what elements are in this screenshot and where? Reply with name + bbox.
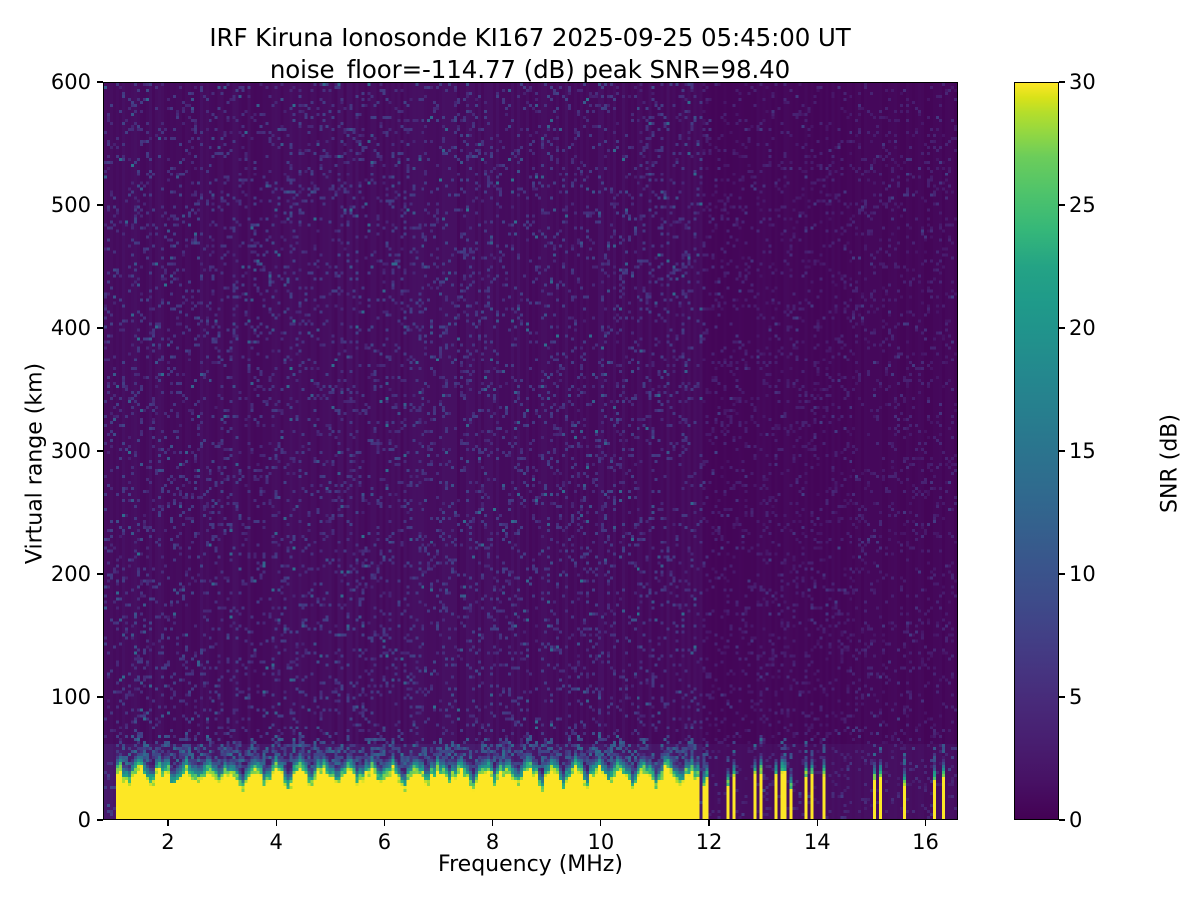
y-axis-tick-label: 100: [50, 685, 91, 709]
x-axis-tick: [924, 820, 927, 826]
y-axis-tick-label: 600: [50, 70, 91, 94]
colorbar-tick: [1059, 819, 1065, 821]
x-axis-tick-label: 12: [695, 830, 723, 854]
y-axis-tick: [97, 819, 103, 821]
colorbar-tick: [1059, 696, 1065, 698]
x-axis-tick: [275, 820, 277, 826]
colorbar-label: SNR (dB): [1157, 414, 1183, 513]
colorbar[interactable]: [1014, 82, 1059, 820]
x-axis-tick-label: 8: [485, 830, 500, 854]
y-axis-tick-label: 0: [77, 808, 91, 832]
colorbar-tick-label: 20: [1069, 316, 1096, 340]
y-axis-tick: [97, 450, 103, 452]
heatmap-image: [104, 83, 957, 819]
colorbar-tick-label: 15: [1069, 439, 1096, 463]
ionogram-plot-area[interactable]: [103, 82, 958, 820]
y-axis-tick-label: 500: [50, 193, 91, 217]
x-axis-tick: [383, 820, 386, 826]
y-axis-tick: [97, 81, 103, 83]
colorbar-tick: [1059, 204, 1065, 206]
colorbar-tick-label: 10: [1069, 562, 1096, 586]
x-axis-tick-label: 10: [587, 830, 615, 854]
colorbar-tick: [1059, 81, 1065, 83]
colorbar-tick-label: 30: [1069, 70, 1096, 94]
x-axis-tick-label: 4: [269, 830, 283, 854]
x-axis-tick-label: 16: [912, 830, 939, 854]
colorbar-tick: [1059, 450, 1065, 452]
x-axis-tick: [708, 820, 710, 826]
x-axis-tick: [491, 820, 494, 826]
x-axis-tick: [167, 820, 169, 826]
colorbar-tick: [1059, 573, 1065, 575]
y-axis-tick-label: 400: [50, 316, 91, 340]
colorbar-tick-label: 0: [1069, 808, 1083, 832]
colorbar-tick: [1059, 327, 1065, 329]
x-axis-label: Frequency (MHz): [438, 852, 623, 877]
colorbar-tick-label: 5: [1069, 685, 1083, 709]
colorbar-tick-label: 25: [1069, 193, 1096, 217]
y-axis-tick: [97, 573, 103, 575]
figure-title: IRF Kiruna Ionosonde KI167 2025-09-25 05…: [209, 23, 851, 85]
x-axis-tick: [600, 820, 602, 826]
y-axis-tick-label: 200: [50, 562, 91, 586]
x-axis-tick-label: 6: [377, 830, 392, 854]
y-axis-tick-label: 300: [50, 439, 91, 463]
y-axis-tick: [97, 696, 103, 698]
x-axis-tick: [816, 820, 818, 826]
y-axis-tick: [97, 204, 103, 206]
y-axis-tick: [97, 327, 103, 329]
x-axis-tick-label: 14: [803, 830, 831, 854]
x-axis-tick-label: 2: [161, 830, 175, 854]
